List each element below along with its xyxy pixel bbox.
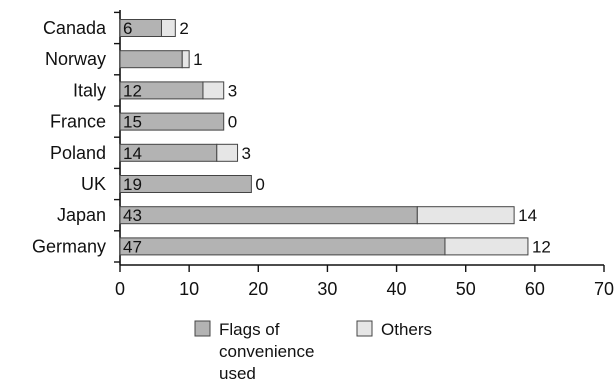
- data-label-flags-of-convenience: 12: [123, 81, 142, 100]
- legend-label-flags-of-convenience: convenience: [219, 342, 314, 361]
- data-label-others: 12: [532, 237, 551, 256]
- bar-flags-of-convenience: [119, 50, 183, 69]
- data-label-flags-of-convenience: 19: [123, 175, 142, 194]
- data-label-others: 1: [193, 50, 202, 69]
- category-label: Italy: [73, 80, 106, 100]
- legend-swatch-flags-of-convenience: [194, 320, 211, 337]
- bar-flags-of-convenience: [119, 237, 446, 256]
- category-label: Japan: [57, 205, 106, 225]
- x-tick-label: 10: [179, 279, 199, 299]
- data-label-flags-of-convenience: 15: [123, 113, 142, 132]
- legend-label-flags-of-convenience: Flags of: [219, 320, 280, 339]
- bar-others: [444, 237, 529, 256]
- bar-flags-of-convenience: [119, 112, 225, 131]
- legend-swatch-others: [356, 320, 373, 337]
- legend-label-others: Others: [381, 320, 432, 339]
- category-label: Norway: [45, 49, 106, 69]
- category-label: Germany: [32, 236, 106, 256]
- category-label: Canada: [43, 18, 107, 38]
- legend-label-flags-of-convenience: used: [219, 364, 256, 383]
- bar-flags-of-convenience: [119, 206, 418, 225]
- data-label-others: 3: [228, 81, 237, 100]
- data-label-flags-of-convenience: 43: [123, 206, 142, 225]
- data-label-others: 0: [228, 113, 237, 132]
- data-label-flags-of-convenience: 6: [123, 19, 132, 38]
- data-label-others: 2: [179, 19, 188, 38]
- bar-others: [416, 206, 515, 225]
- category-label: Poland: [50, 143, 106, 163]
- legend: Flags of convenience used Others: [194, 320, 432, 383]
- bar-flags-of-convenience: [119, 175, 252, 193]
- data-label-others: 0: [255, 175, 264, 194]
- bar-others: [216, 143, 239, 162]
- category-label: France: [50, 112, 106, 132]
- x-tick-label: 60: [525, 279, 545, 299]
- bar-others: [181, 50, 190, 69]
- data-label-flags-of-convenience: 14: [123, 144, 142, 163]
- bar-others: [160, 19, 176, 37]
- data-label-flags-of-convenience: 47: [123, 237, 142, 256]
- data-label-others: 14: [518, 206, 537, 225]
- category-label: UK: [81, 174, 106, 194]
- x-tick-label: 20: [248, 279, 268, 299]
- x-tick-label: 50: [456, 279, 476, 299]
- x-tick-label: 0: [115, 279, 125, 299]
- x-tick-label: 70: [594, 279, 614, 299]
- bar-others: [202, 81, 225, 100]
- x-tick-label: 40: [387, 279, 407, 299]
- data-label-others: 3: [242, 144, 251, 163]
- x-tick-label: 30: [317, 279, 337, 299]
